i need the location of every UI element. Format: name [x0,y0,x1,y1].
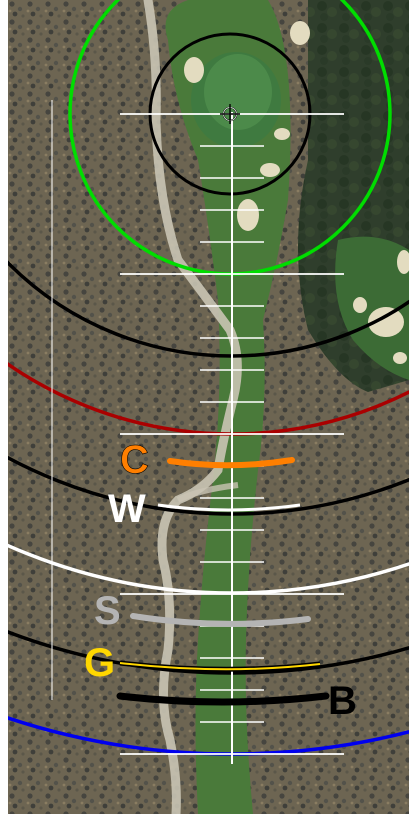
bunker [397,250,409,274]
tee-bar-w [157,503,301,512]
bunker [237,199,259,231]
tee-label-s[interactable]: S [94,589,121,633]
tee-label-w[interactable]: W [108,487,146,531]
bunker [290,21,310,45]
distance-ring [8,543,409,595]
distance-ring [8,361,409,436]
tee-label-c[interactable]: C [120,438,149,483]
yardage-overlay: C W S G B [8,0,409,764]
tee-bar-b [116,692,330,706]
tee-bar-c [167,457,295,469]
aerial-terrain [8,0,409,814]
tee-label-b[interactable]: B [328,679,357,723]
tee-label-g[interactable]: G [84,641,115,685]
bunker [260,163,280,177]
bunker [353,297,367,313]
bunker [368,307,404,337]
crosshair-icon[interactable] [220,104,240,124]
tee-bar-g-fill [119,662,321,671]
hole-map[interactable]: C W S G B [8,0,409,814]
distance-ring [68,0,392,276]
cart-path [143,0,242,814]
tee-bar-s [130,613,311,627]
bunker [393,352,407,364]
distance-ring [8,630,409,675]
bunker [184,57,204,83]
right-fairway [335,236,409,380]
green-center [204,54,272,130]
bunker [274,128,290,140]
distance-ring [8,455,409,516]
